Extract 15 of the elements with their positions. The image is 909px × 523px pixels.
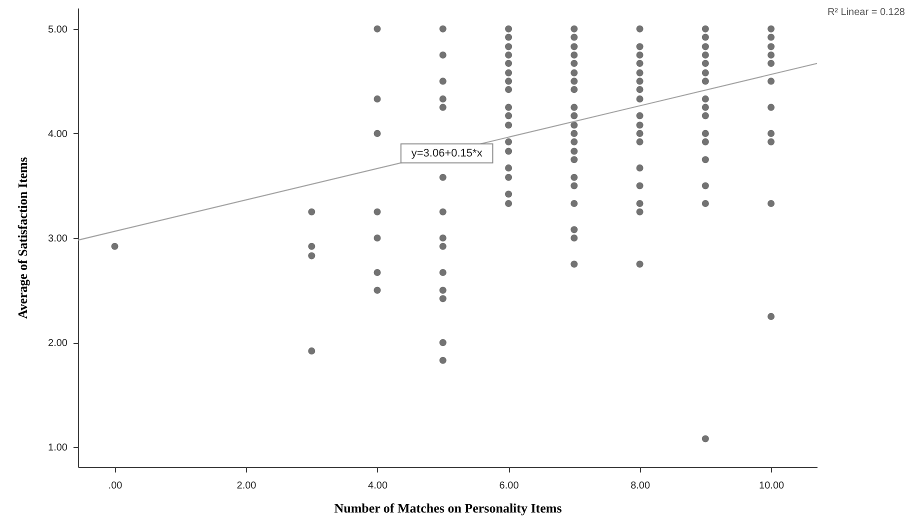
x-tick-label: 2.00	[236, 480, 257, 492]
x-tick-label: 10.00	[759, 480, 785, 492]
text: R² Linear = 0.128	[827, 7, 906, 18]
annotation: y=3.06+0.15*x	[411, 147, 483, 160]
y-tick-label: 1.00	[48, 442, 68, 454]
x-tick-label: 8.00	[630, 480, 650, 492]
y-axis-title: Average of Satisfaction Items	[15, 157, 30, 319]
x-tick-label: 4.00	[368, 480, 388, 492]
x-axis-title: Number of Matches on Personality Items	[334, 500, 562, 516]
y-tick-label: 4.00	[48, 128, 68, 140]
y-tick-label: 5.00	[48, 24, 68, 36]
x-tick-label: .00	[108, 480, 123, 492]
y-tick-label: 3.00	[48, 234, 68, 245]
x-tick-label: 6.00	[499, 480, 520, 492]
y-tick-label: 2.00	[48, 338, 68, 350]
